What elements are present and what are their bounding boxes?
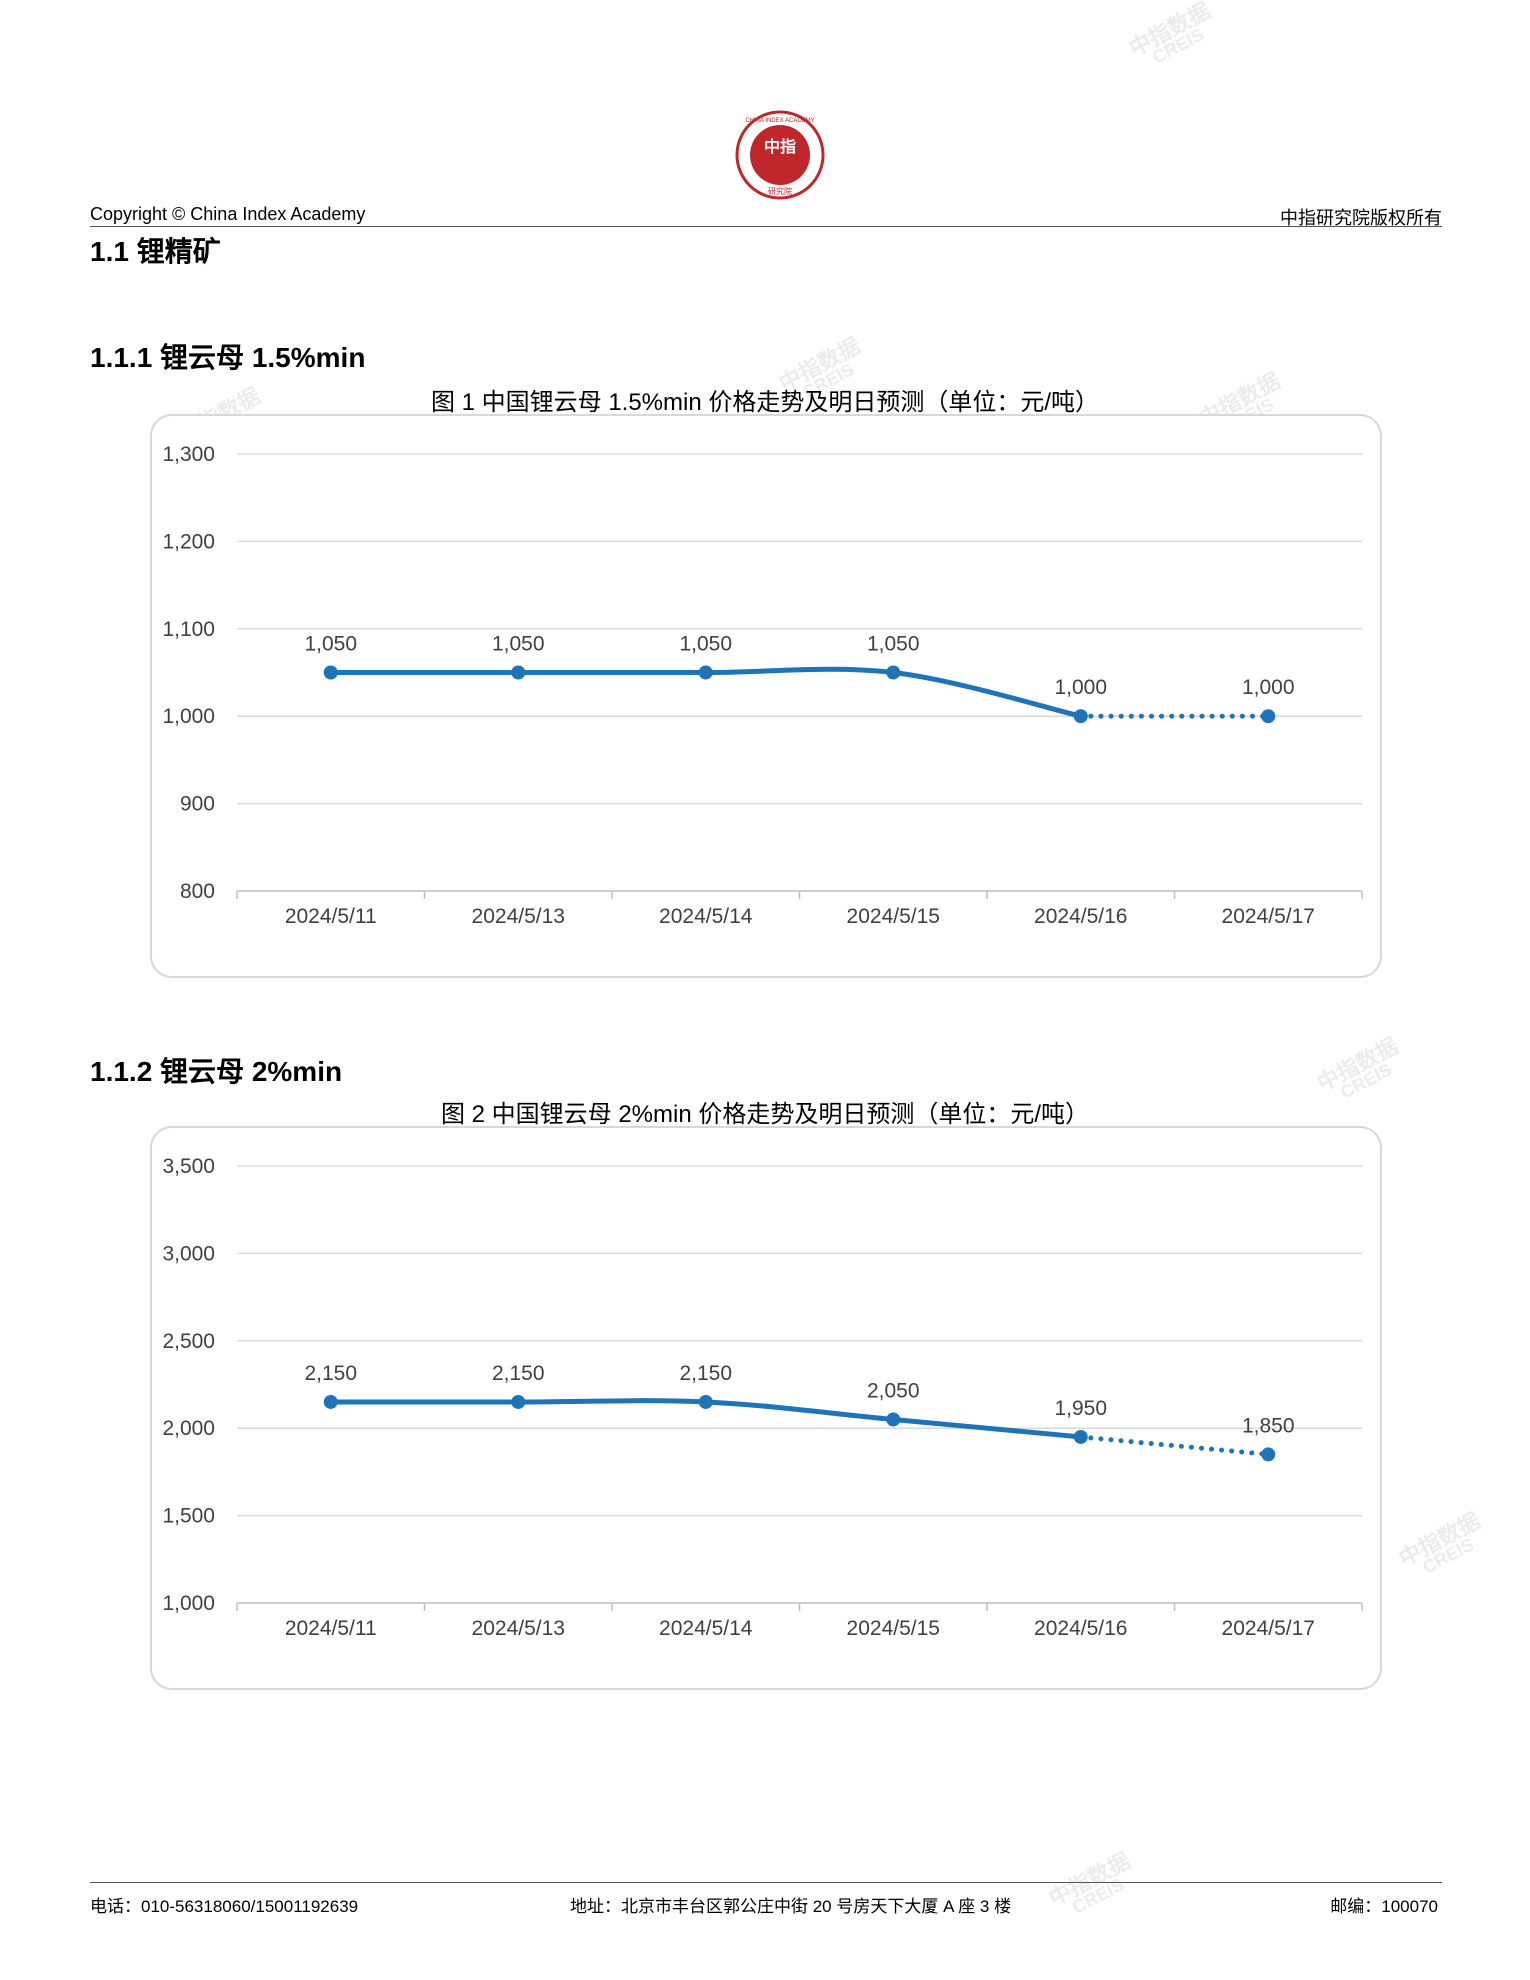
y-tick-label: 1,200 bbox=[162, 530, 215, 553]
y-tick-label: 800 bbox=[180, 880, 215, 903]
y-tick-label: 1,300 bbox=[162, 443, 215, 466]
x-tick-label: 2024/5/17 bbox=[1222, 905, 1315, 928]
data-point bbox=[698, 665, 713, 680]
data-label: 2,150 bbox=[304, 1362, 357, 1385]
data-label: 2,150 bbox=[679, 1362, 732, 1385]
x-tick-label: 2024/5/14 bbox=[659, 905, 753, 928]
x-tick-label: 2024/5/13 bbox=[472, 1617, 565, 1640]
data-point bbox=[886, 1412, 901, 1427]
subsection-heading-2: 1.1.2 锂云母 2%min bbox=[90, 1056, 343, 1087]
chart-1-title: 图 1 中国锂云母 1.5%min 价格走势及明日预测（单位：元/吨） bbox=[430, 389, 1100, 416]
x-tick-label: 2024/5/11 bbox=[285, 1617, 377, 1640]
y-tick-label: 1,000 bbox=[162, 1592, 215, 1615]
logo-bottom-text: 研究院 bbox=[768, 186, 792, 196]
footer-phone: 电话：010-56318060/15001192639 bbox=[90, 1897, 359, 1916]
data-point bbox=[1073, 709, 1088, 724]
data-point bbox=[323, 1394, 338, 1409]
data-point bbox=[698, 1394, 713, 1409]
logo-top-text: CHINA INDEX ACADEMY bbox=[745, 118, 814, 124]
y-tick-label: 2,500 bbox=[162, 1330, 215, 1353]
chart-2-frame: 1,000 1,500 2,000 2,500 3,000 3,500 2024/5/11 2… bbox=[150, 1126, 1382, 1690]
data-point bbox=[511, 665, 526, 680]
data-point bbox=[1261, 709, 1276, 724]
chart-2: 1,000 1,500 2,000 2,500 3,000 3,500 2024/5/11 2… bbox=[162, 1155, 1363, 1640]
data-point bbox=[1073, 1429, 1088, 1444]
chart-1-frame: 800 900 1,000 1,100 1,200 1,300 2024/5/11 2024/… bbox=[150, 414, 1382, 978]
data-label: 1,050 bbox=[867, 633, 920, 656]
chart-1: 800 900 1,000 1,100 1,200 1,300 2024/5/11 2024/… bbox=[162, 443, 1363, 928]
y-tick-label: 900 bbox=[180, 793, 215, 816]
data-label: 1,050 bbox=[304, 633, 357, 656]
logo-center-text: 中指 bbox=[764, 137, 796, 156]
data-label: 1,000 bbox=[1054, 676, 1107, 699]
data-point bbox=[511, 1394, 526, 1409]
data-label: 1,000 bbox=[1242, 676, 1295, 699]
chart-2-title: 图 2 中国锂云母 2%min 价格走势及明日预测（单位：元/吨） bbox=[440, 1101, 1090, 1128]
x-tick-label: 2024/5/15 bbox=[847, 905, 940, 928]
x-tick-label: 2024/5/15 bbox=[847, 1617, 940, 1640]
y-tick-label: 1,000 bbox=[162, 705, 215, 728]
footer-divider bbox=[90, 1882, 1442, 1883]
forecast-line bbox=[1078, 1434, 1271, 1457]
y-tick-label: 1,100 bbox=[162, 618, 215, 641]
data-label: 1,950 bbox=[1054, 1397, 1107, 1420]
header-divider bbox=[90, 226, 1442, 227]
footer-address: 地址：北京市丰台区郭公庄中街 20 号房天下大厦 A 座 3 楼 bbox=[570, 1897, 1012, 1916]
data-label: 1,050 bbox=[679, 633, 732, 656]
data-point bbox=[886, 665, 901, 680]
footer-postcode: 邮编：100070 bbox=[1330, 1897, 1438, 1916]
academy-logo: 中指 研究院 CHINA INDEX ACADEMY bbox=[735, 110, 825, 200]
x-tick-label: 2024/5/16 bbox=[1034, 1617, 1127, 1640]
data-label: 2,050 bbox=[867, 1379, 920, 1402]
x-tick-label: 2024/5/16 bbox=[1034, 905, 1127, 928]
x-tick-label: 2024/5/17 bbox=[1222, 1617, 1315, 1640]
y-tick-label: 2,000 bbox=[162, 1417, 215, 1440]
section-heading: 1.1 锂精矿 bbox=[90, 236, 221, 267]
y-tick-label: 1,500 bbox=[162, 1505, 215, 1528]
data-point bbox=[1261, 1447, 1276, 1462]
x-tick-label: 2024/5/14 bbox=[659, 1617, 753, 1640]
data-label: 2,150 bbox=[492, 1362, 545, 1385]
data-point bbox=[323, 665, 338, 680]
rights-text: 中指研究院版权所有 bbox=[1280, 208, 1442, 229]
y-tick-label: 3,000 bbox=[162, 1242, 215, 1265]
subsection-heading-1: 1.1.1 锂云母 1.5%min bbox=[90, 342, 366, 373]
data-label: 1,050 bbox=[492, 633, 545, 656]
data-label: 1,850 bbox=[1242, 1414, 1295, 1437]
x-tick-label: 2024/5/13 bbox=[472, 905, 565, 928]
y-tick-label: 3,500 bbox=[162, 1155, 215, 1178]
copyright-text: Copyright © China Index Academy bbox=[90, 204, 366, 224]
x-tick-label: 2024/5/11 bbox=[285, 905, 377, 928]
